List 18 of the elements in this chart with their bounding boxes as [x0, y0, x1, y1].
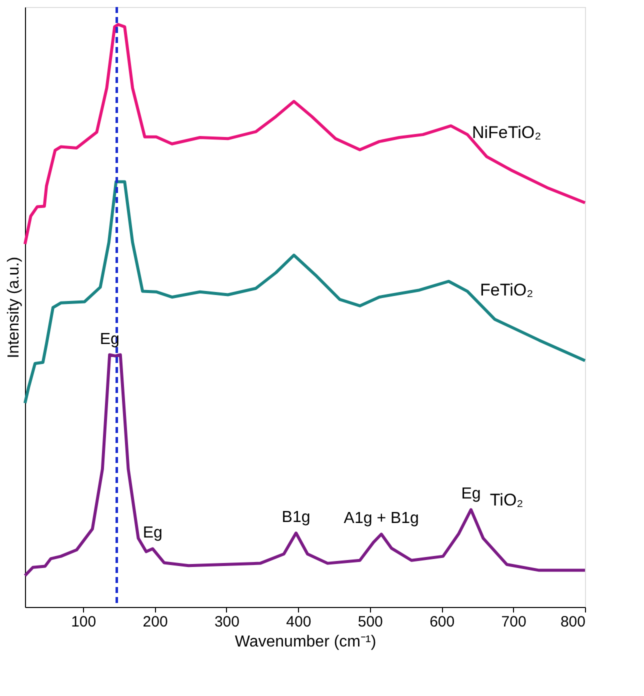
x-tick-label: 600	[430, 614, 455, 630]
annotation: A1g + B1g	[344, 510, 419, 528]
x-axis-title: Wavenumber (cm⁻¹)	[234, 634, 376, 650]
x-tick-label: 500	[358, 614, 383, 630]
series-label: NiFeTiO₂	[472, 122, 542, 142]
x-tick-label: 200	[142, 614, 168, 630]
x-tick-label: 100	[71, 614, 96, 630]
y-axis-title: Intensity (a.u.)	[6, 256, 22, 358]
annotation: Eg	[461, 486, 481, 503]
x-tick-label: 800	[560, 614, 586, 630]
x-tick-label: 300	[214, 614, 240, 630]
annotation: Eg	[100, 330, 120, 348]
x-tick-label: 400	[286, 614, 312, 630]
series-label: TiO₂	[490, 490, 524, 510]
annotation: Eg	[142, 524, 162, 542]
series-label: FeTiO₂	[480, 280, 534, 300]
annotation: B1g	[282, 509, 310, 526]
x-tick-label: 700	[501, 614, 526, 630]
